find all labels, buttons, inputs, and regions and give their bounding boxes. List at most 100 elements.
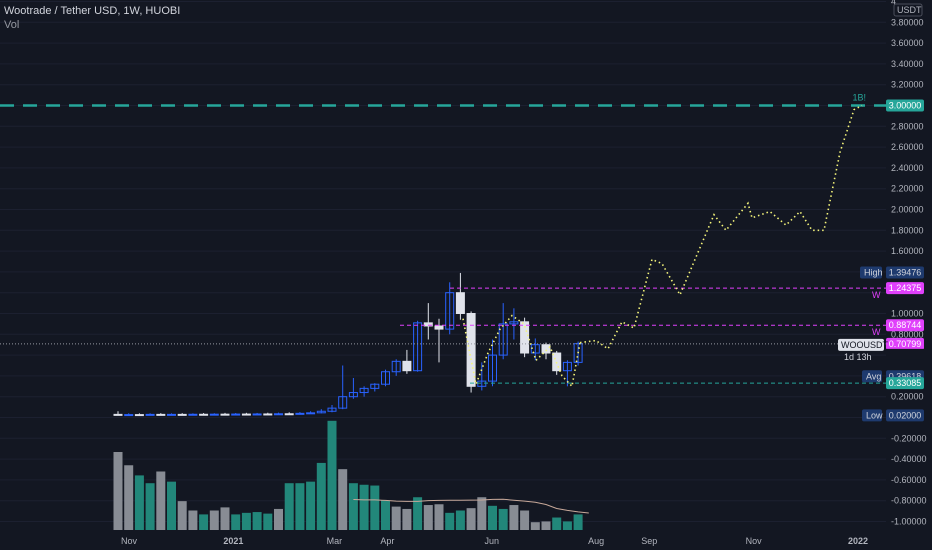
volume-bar xyxy=(231,514,241,530)
countdown-label: 1d 13h xyxy=(844,352,872,362)
currency-label: USDT xyxy=(897,5,922,15)
volume-ma-line xyxy=(353,498,589,514)
volume-bar xyxy=(434,504,444,530)
volume-indicator-label[interactable]: Vol xyxy=(4,19,20,31)
candle-body xyxy=(530,344,540,354)
high-label-bg xyxy=(860,266,882,279)
price-tick-label: 3.60000 xyxy=(891,38,924,48)
volume-bar xyxy=(241,512,251,530)
volume-bar xyxy=(370,485,380,530)
volume-bar xyxy=(477,497,487,530)
price-tick-label: 2.60000 xyxy=(891,142,924,152)
volume-bar xyxy=(573,514,583,530)
level-lines: 1B! W W xyxy=(0,93,886,384)
volume-bar xyxy=(124,465,134,530)
price-tick-label: 3.20000 xyxy=(891,80,924,90)
candle-body xyxy=(434,325,444,330)
last-price-tag-bg xyxy=(886,337,924,350)
resistance-marker-1: W xyxy=(872,290,881,300)
candle-body xyxy=(402,360,412,372)
volume-bar xyxy=(252,512,262,530)
volume-bar xyxy=(284,483,294,530)
time-tick-label: Mar xyxy=(327,536,343,546)
candle-body xyxy=(274,413,283,416)
symbol-title[interactable]: Wootrade / Tether USD, 1W, HUOBI xyxy=(4,5,181,17)
candle-body xyxy=(520,321,530,354)
time-tick-label: Jun xyxy=(485,536,500,546)
currency-box xyxy=(893,3,923,17)
ticker-label-bg xyxy=(838,338,884,351)
volume-bar xyxy=(359,484,369,530)
avg-price-tag: 0.39618 xyxy=(889,371,922,381)
price-tick-label: -0.60000 xyxy=(891,475,927,485)
volume-bar xyxy=(263,513,273,530)
volume-bar xyxy=(295,483,305,530)
candle-body xyxy=(306,412,316,415)
volume-bar xyxy=(327,420,337,530)
price-tick-label: 3.40000 xyxy=(891,59,924,69)
high-price-tag: 1.39476 xyxy=(889,267,922,277)
volume-bar xyxy=(113,452,123,530)
volume-bar xyxy=(498,508,508,530)
volume-bar xyxy=(509,505,519,530)
volume-bar xyxy=(402,508,412,530)
target-note: 1B! xyxy=(852,93,866,103)
price-tags: 3.00000 1.39476 1.24375 0.88744 0.70799 0.396… xyxy=(838,99,924,422)
time-tick-label: Apr xyxy=(380,536,394,546)
volume-bar xyxy=(188,510,198,530)
candle-body xyxy=(381,371,390,385)
candle-body xyxy=(124,414,134,417)
volume-bar xyxy=(209,510,219,530)
time-tick-label: Nov xyxy=(121,536,138,546)
resistance-tag-2: 0.88744 xyxy=(889,320,922,330)
low-label-bg xyxy=(862,409,882,422)
price-tick-label: 1.00000 xyxy=(891,309,924,319)
volume-bar xyxy=(562,521,572,530)
high-label: High xyxy=(864,267,883,277)
candle-body xyxy=(231,413,241,416)
last-price-tag: 0.70799 xyxy=(889,339,922,349)
resistance-tag-1-bg xyxy=(886,282,924,295)
volume-bar xyxy=(167,481,176,530)
candle-body xyxy=(199,413,209,416)
candle-body xyxy=(113,413,123,416)
high-price-tag-bg xyxy=(886,266,924,279)
candle-body xyxy=(209,413,219,416)
low-label: Low xyxy=(866,410,883,420)
avg-label: Avg xyxy=(866,371,881,381)
candle-body xyxy=(316,410,326,414)
candle-body xyxy=(391,360,401,373)
chart-legend: Wootrade / Tether USD, 1W, HUOBI Vol xyxy=(4,4,180,32)
candles xyxy=(113,272,583,417)
candle-body xyxy=(348,392,358,398)
candle-body xyxy=(284,413,294,416)
time-tick-label: Nov xyxy=(746,536,763,546)
volume-bar xyxy=(391,506,401,530)
candle-body xyxy=(167,413,176,416)
resistance-tag-1: 1.24375 xyxy=(889,283,922,293)
volume-bar xyxy=(348,483,358,530)
time-axis: Nov 2021 Mar Apr Jun Aug Sep Nov 2022 xyxy=(121,536,868,546)
volume-bar xyxy=(220,507,230,530)
volume-bar xyxy=(134,475,144,530)
candle-body xyxy=(552,352,562,372)
candle-body xyxy=(145,413,155,416)
candle-body xyxy=(156,413,166,416)
candle-body xyxy=(477,380,487,387)
volume-bar xyxy=(413,497,423,530)
volume-bar xyxy=(541,521,551,530)
candle-body xyxy=(509,321,519,325)
candle-body xyxy=(327,407,337,412)
volume-bar xyxy=(488,505,497,530)
volume-bar xyxy=(520,510,530,530)
candle-body xyxy=(445,292,455,330)
price-tick-label: 0.20000 xyxy=(891,392,924,402)
candle-body xyxy=(252,413,262,416)
candle-body xyxy=(498,323,508,356)
time-tick-label: 2021 xyxy=(223,536,243,546)
ticker-label: WOOUSDT xyxy=(841,340,888,350)
price-tick-label: -1.00000 xyxy=(891,517,927,527)
volume-bar xyxy=(466,508,476,530)
volume-bar xyxy=(316,462,326,530)
